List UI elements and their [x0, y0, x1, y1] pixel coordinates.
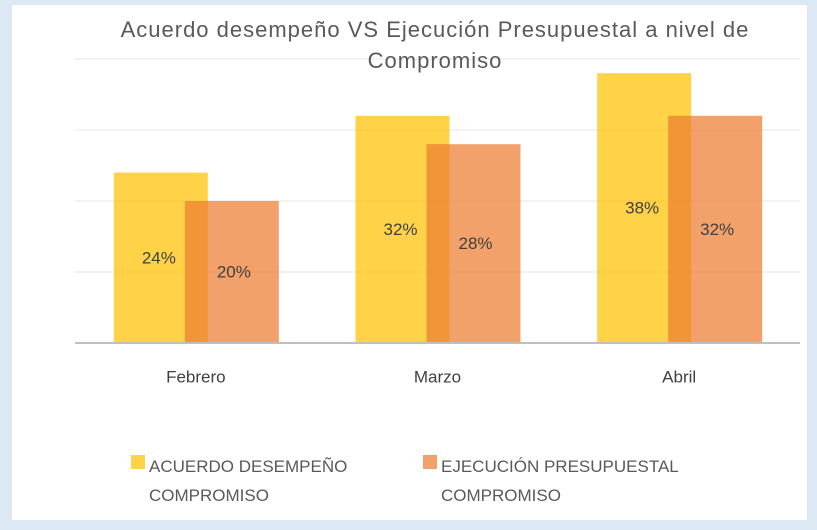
legend-label: ACUERDO DESEMPEÑO COMPROMISO	[149, 457, 348, 505]
data-label: 20%	[217, 262, 251, 281]
x-tick-label: Febrero	[166, 367, 226, 386]
bar	[184, 201, 279, 343]
data-label: 24%	[142, 248, 176, 267]
bar	[668, 115, 763, 343]
bar	[426, 144, 521, 343]
data-label: 32%	[383, 220, 417, 239]
data-label: 28%	[458, 234, 492, 253]
data-label: 38%	[625, 199, 659, 218]
legend-swatch	[423, 455, 437, 469]
x-tick-label: Abril	[662, 367, 696, 386]
x-tick-label: Marzo	[414, 367, 461, 386]
legend-swatch	[131, 455, 145, 469]
chart-title: Acuerdo desempeño VS Ejecución Presupues…	[120, 17, 750, 73]
data-label: 32%	[700, 220, 734, 239]
legend-label: EJECUCIÓN PRESUPUESTAL COMPROMISO	[441, 457, 679, 505]
